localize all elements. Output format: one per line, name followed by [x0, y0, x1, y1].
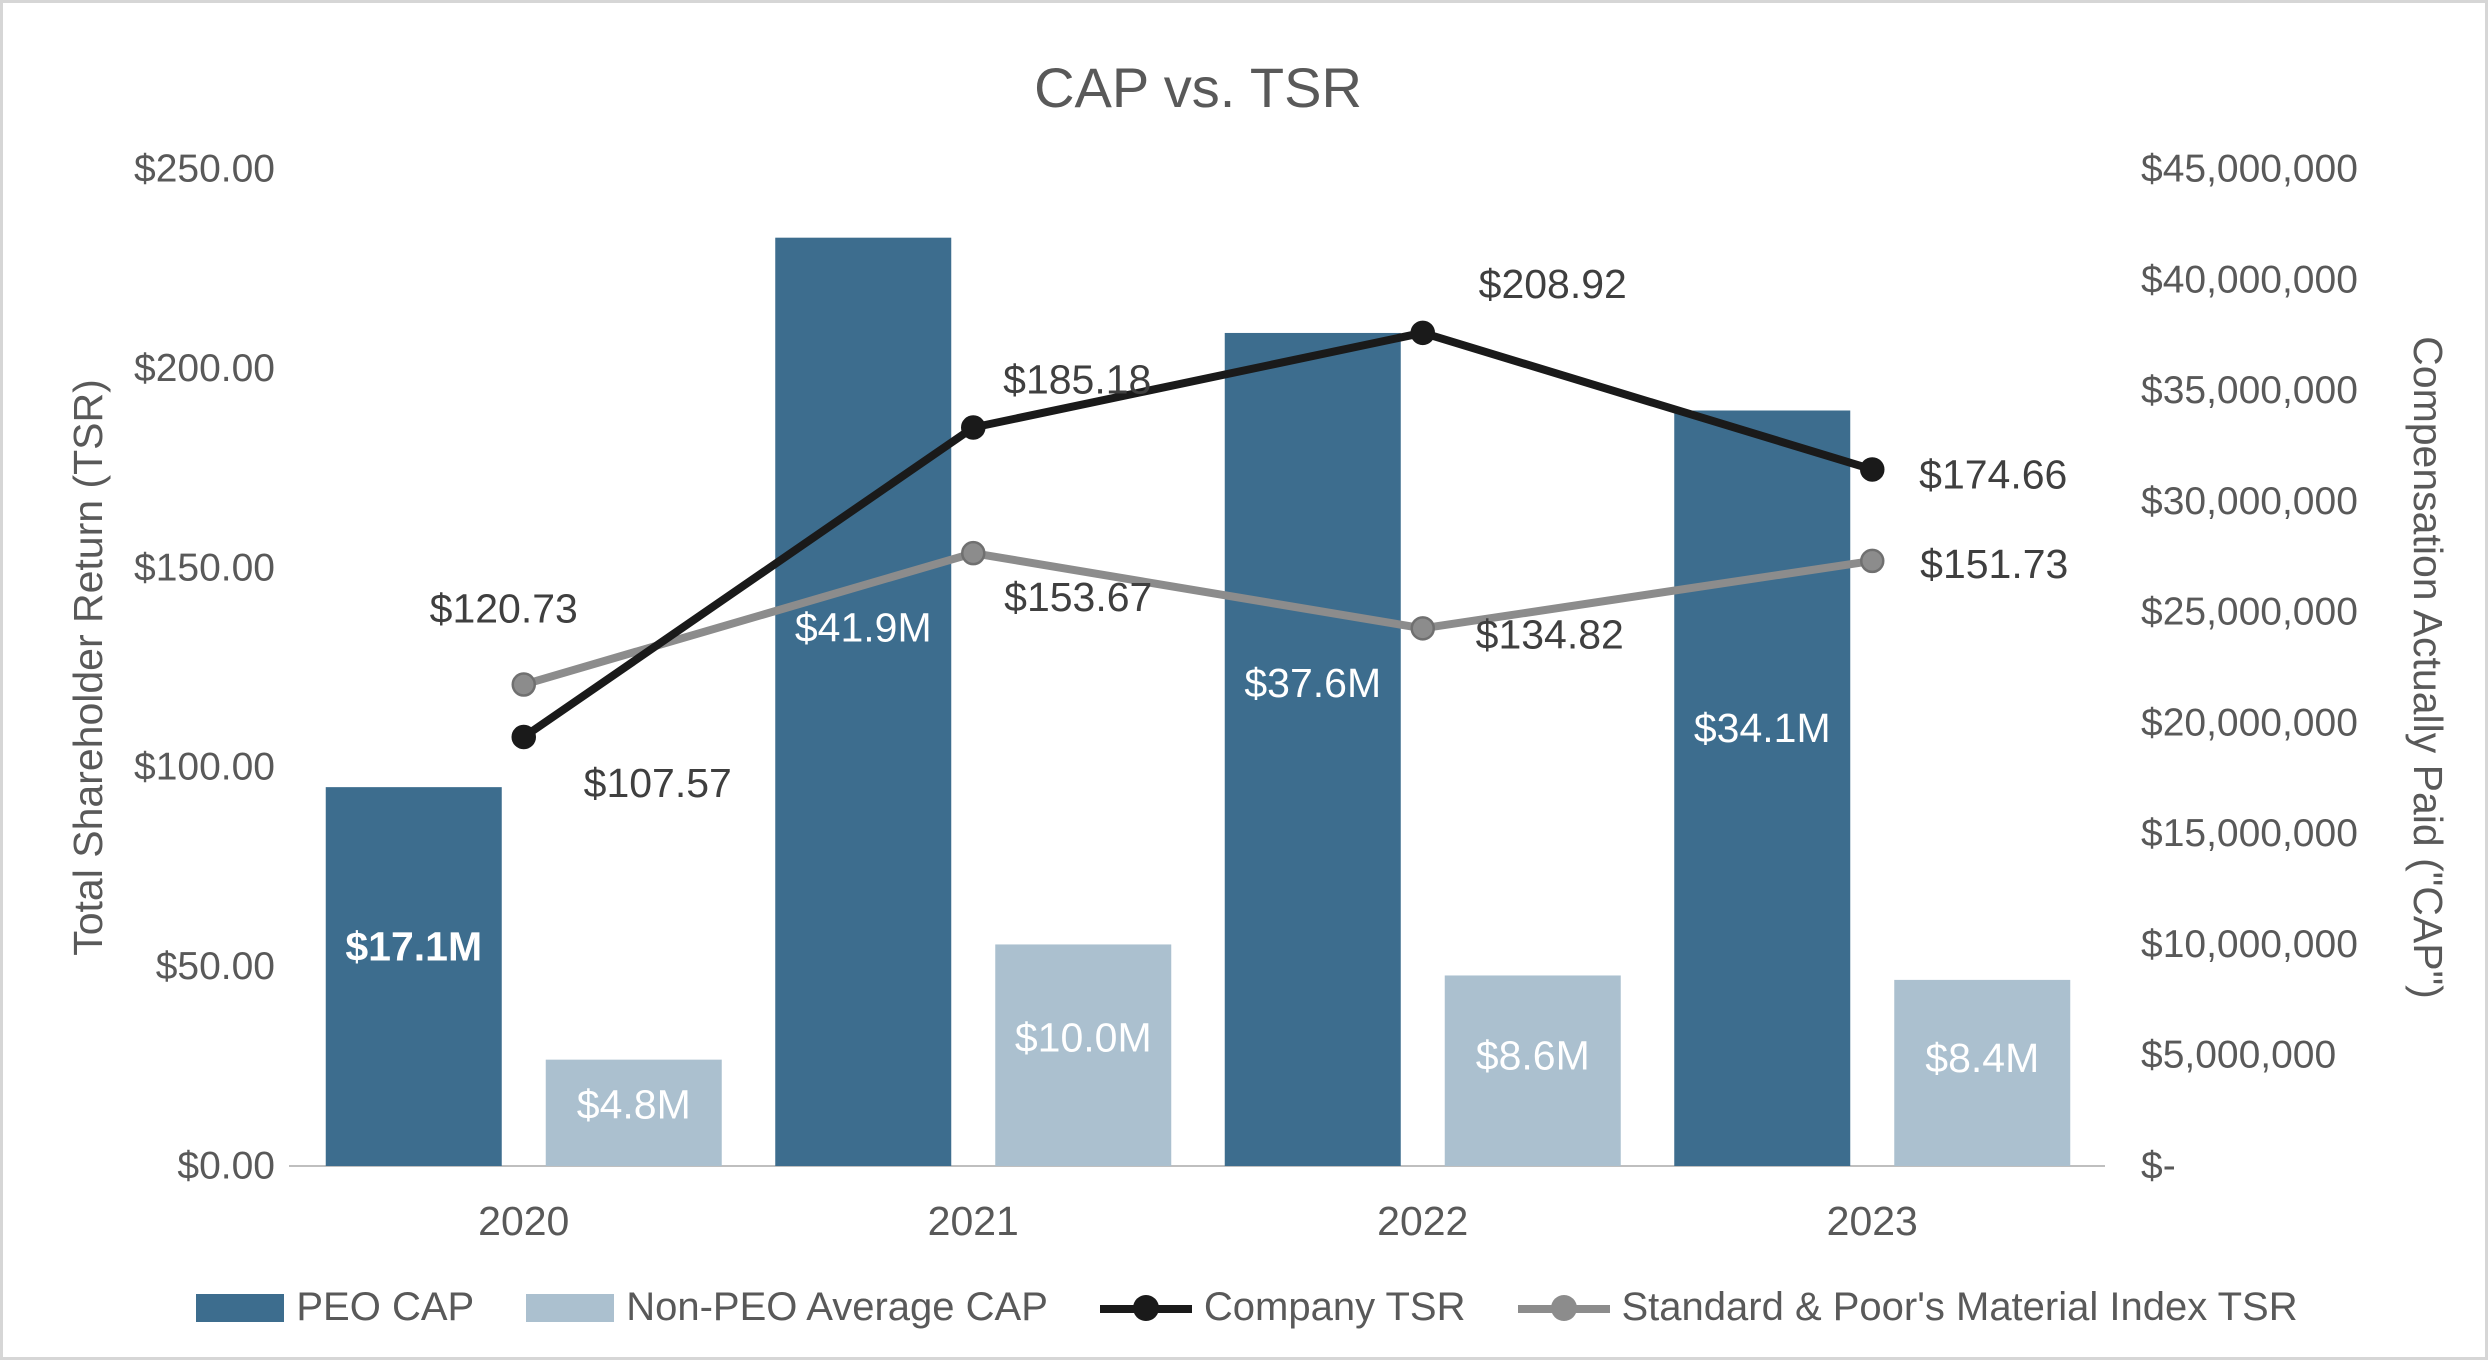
bar-data-label: $17.1M: [345, 923, 482, 969]
left-axis-tick-label: $0.00: [177, 1145, 275, 1188]
line-marker-icon: [1860, 548, 1885, 574]
right-axis-tick-label: $5,000,000: [2141, 1034, 2336, 1077]
legend-item-sp-material-index-tsr: Standard & Poor's Material Index TSR: [1517, 1285, 2298, 1330]
tsr-line: [519, 328, 1877, 742]
line-data-label: $153.67: [1004, 574, 1152, 620]
bar-non-peo-cap: [545, 1059, 722, 1166]
line-marker-icon: [1410, 320, 1435, 346]
legend-item-peo-cap: PEO CAP: [196, 1285, 474, 1330]
legend: PEO CAP Non-PEO Average CAP Company TSR …: [3, 1285, 2485, 1330]
line-data-label: $185.18: [1003, 357, 1151, 403]
bar-data-label: $37.6M: [1244, 660, 1381, 706]
category-label: 2023: [1827, 1198, 1918, 1244]
legend-label-company-tsr: Company TSR: [1203, 1285, 1466, 1329]
bar-non-peo-cap: [995, 944, 1172, 1166]
line-data-label: $134.82: [1476, 611, 1624, 657]
sp-index-line-swatch-icon: [1517, 1293, 1610, 1323]
tsr-line: [519, 549, 1877, 689]
right-axis-tick-label: $20,000,000: [2141, 701, 2358, 744]
bar-data-label: $10.0M: [1015, 1014, 1152, 1060]
chart-title: CAP vs. TSR: [1034, 56, 1362, 119]
legend-dot-icon: [1550, 1294, 1577, 1321]
line-data-label: $174.66: [1919, 451, 2067, 497]
right-axis-tick-label: $-: [2141, 1145, 2176, 1188]
non-peo-cap-bar-swatch-icon: [526, 1293, 615, 1322]
legend-label-sp-material-index-tsr: Standard & Poor's Material Index TSR: [1621, 1285, 2298, 1329]
left-axis-tick-label: $50.00: [156, 945, 275, 988]
right-axis-tick-label: $40,000,000: [2141, 258, 2358, 301]
right-axis-tick-label: $25,000,000: [2141, 591, 2358, 634]
bar-peo-cap: [1674, 410, 1851, 1166]
left-axis-tick-label: $250.00: [134, 148, 275, 191]
legend-label-peo-cap: PEO CAP: [296, 1285, 475, 1329]
line-marker-icon: [961, 540, 986, 566]
peo-cap-bar-swatch-icon: [196, 1293, 285, 1322]
bar-peo-cap: [1224, 332, 1401, 1166]
legend-label-non-peo-average-cap: Non-PEO Average CAP: [626, 1285, 1048, 1329]
bar-data-label: $8.6M: [1476, 1032, 1590, 1078]
bar-data-label: $34.1M: [1694, 705, 1831, 751]
company-tsr-line-swatch-icon: [1099, 1293, 1192, 1323]
category-label: 2020: [478, 1198, 569, 1244]
line-marker-icon: [511, 672, 536, 697]
line-data-label: $107.57: [584, 760, 732, 806]
left-axis-tick-label: $150.00: [134, 546, 275, 589]
right-axis-tick-label: $10,000,000: [2141, 923, 2358, 966]
legend-item-non-peo-average-cap: Non-PEO Average CAP: [526, 1285, 1048, 1330]
left-axis-tick-label: $200.00: [134, 347, 275, 390]
bar-non-peo-cap: [1444, 975, 1621, 1166]
plot-area: $0.00 $50.00 $100.00 $150.00 $200.00 $250.00 $…: [134, 148, 2358, 1245]
bar-peo-cap: [775, 237, 952, 1166]
line-marker-icon: [1860, 457, 1885, 482]
bar-data-label: $8.4M: [1925, 1035, 2039, 1081]
line-data-label: $151.73: [1920, 541, 2068, 587]
line-marker-icon: [511, 724, 536, 750]
bar-peo-cap: [325, 787, 502, 1166]
line-marker-icon: [1410, 616, 1435, 641]
category-label: 2022: [1377, 1198, 1468, 1244]
category-label: 2021: [928, 1198, 1019, 1244]
right-axis-tick-label: $15,000,000: [2141, 812, 2358, 855]
left-axis-tick-label: $100.00: [134, 746, 275, 789]
line-data-label: $208.92: [1479, 261, 1627, 307]
right-axis-tick-label: $35,000,000: [2141, 369, 2358, 412]
line-data-label: $120.73: [430, 586, 578, 632]
right-axis-tick-label: $45,000,000: [2141, 148, 2358, 191]
bar-data-label: $41.9M: [795, 605, 932, 651]
right-axis-tick-label: $30,000,000: [2141, 480, 2358, 523]
legend-dot-icon: [1132, 1294, 1159, 1321]
legend-item-company-tsr: Company TSR: [1099, 1285, 1466, 1330]
bar-data-label: $4.8M: [577, 1081, 691, 1127]
bar-non-peo-cap: [1894, 979, 2071, 1166]
line-marker-icon: [961, 415, 986, 440]
